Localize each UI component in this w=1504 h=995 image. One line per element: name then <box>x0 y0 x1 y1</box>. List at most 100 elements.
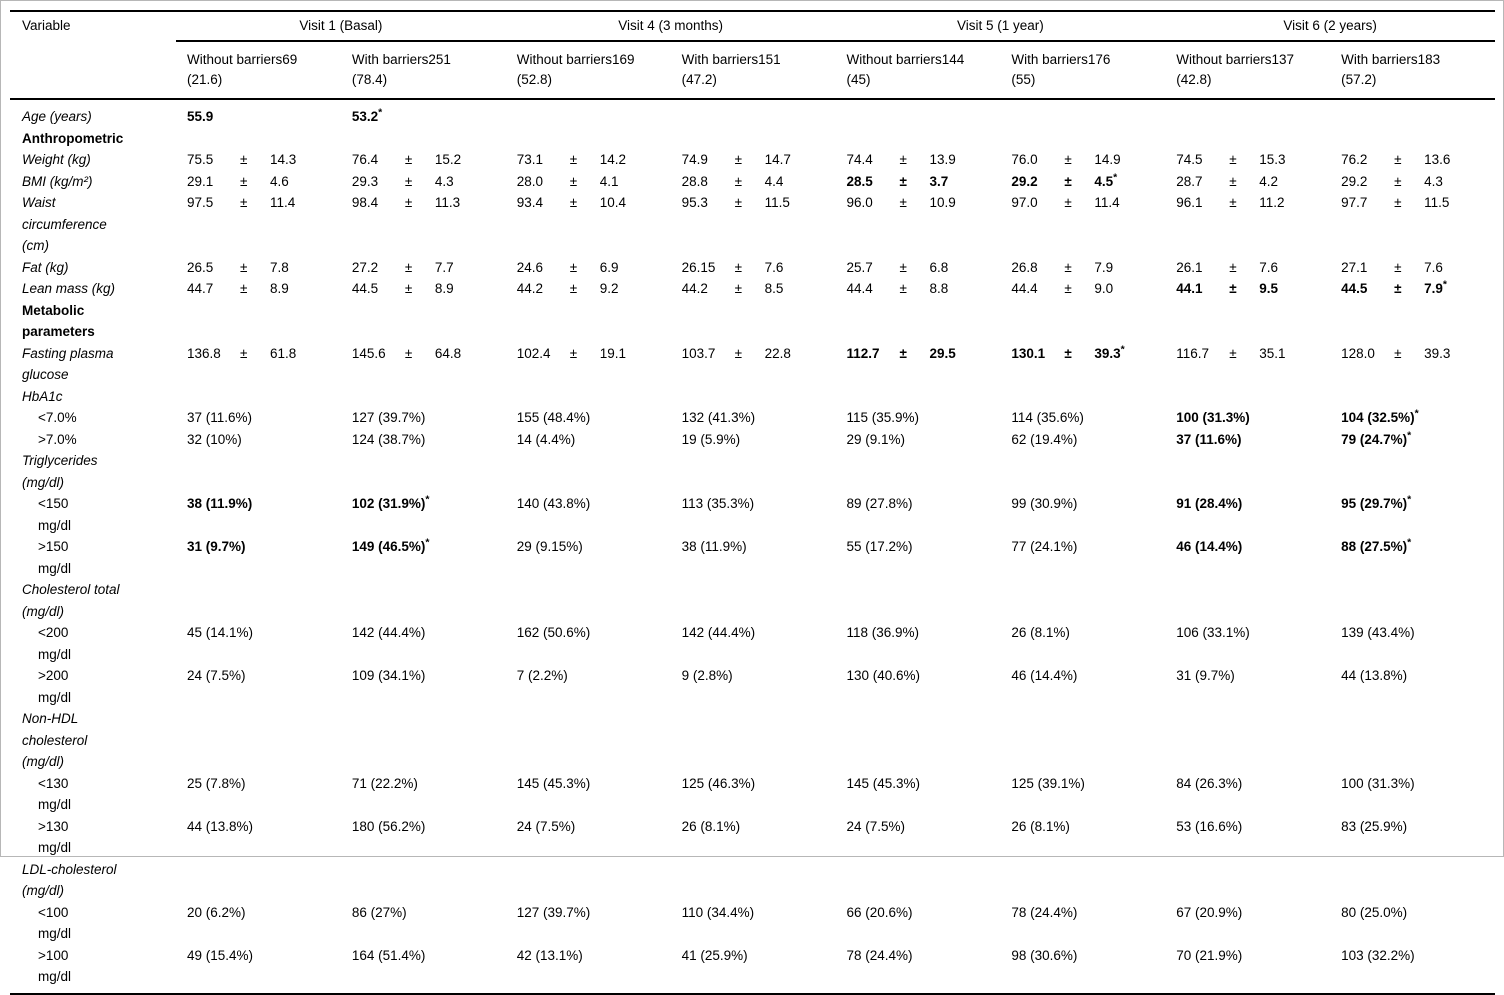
cell-value: 149 (46.5%) <box>351 539 426 554</box>
mean-value: 27.1 <box>1341 259 1368 275</box>
data-cell <box>1000 106 1165 128</box>
column-header: Without barriers69 (21.6) <box>176 42 341 98</box>
data-cell: 67 (20.9%) <box>1165 902 1330 945</box>
data-cell: 44 (13.8%) <box>1330 665 1495 708</box>
plus-minus-sign: ± <box>899 173 907 189</box>
significance-star: * <box>1407 493 1412 506</box>
data-cell: 96.1 ±11.2 <box>1165 192 1330 257</box>
data-cell <box>1330 579 1495 622</box>
mean-value: 44.2 <box>681 281 708 296</box>
data-cell: 55.9 <box>176 106 341 128</box>
mean-value: 44.5 <box>1341 281 1368 296</box>
plus-minus-sign: ± <box>734 259 743 275</box>
cell-value: 24 (7.5%) <box>516 818 576 834</box>
sd-value: 4.6 <box>270 173 289 189</box>
sd-value: 7.6 <box>1424 259 1443 275</box>
data-cell <box>176 708 341 773</box>
plus-minus-sign: ± <box>734 345 743 361</box>
cell-value: 89 (27.8%) <box>846 496 913 511</box>
data-cell: 130.1 ±39.3* <box>1000 343 1165 386</box>
data-cell: 71 (22.2%) <box>341 773 506 816</box>
cell-value: 98 (30.6%) <box>1011 947 1078 963</box>
cell-value: 113 (35.3%) <box>681 496 755 511</box>
row-label: Anthropometric <box>22 130 124 146</box>
row-label: >200 mg/dl <box>10 665 176 708</box>
sd-value: 64.8 <box>434 345 462 361</box>
data-cell <box>836 859 1001 902</box>
data-cell: 46 (14.4%) <box>1165 536 1330 579</box>
cell-value: 100 (31.3%) <box>1341 775 1415 791</box>
column-header-pct: (45) <box>846 72 871 87</box>
sub-row-unit: mg/dl <box>38 560 72 576</box>
cell-value: 49 (15.4%) <box>187 947 254 963</box>
cell-value: 67 (20.9%) <box>1176 904 1243 920</box>
sd-value: 11.5 <box>1424 195 1450 210</box>
cell-value: 164 (51.4%) <box>351 947 426 963</box>
data-cell: 136.8 ±61.8 <box>176 343 341 386</box>
row-label: Age (years) <box>22 109 92 124</box>
cell-value: 29 (9.15%) <box>516 539 583 554</box>
sub-row-label: >200 <box>38 668 69 683</box>
mean-value: 96.1 <box>1176 195 1203 210</box>
data-cell: 164 (51.4%) <box>341 945 506 988</box>
mean-value: 96.0 <box>846 195 873 210</box>
cell-value: 86 (27%) <box>351 904 407 920</box>
visit-group-header: Visit 1 (Basal) <box>176 12 506 42</box>
plus-minus-sign: ± <box>734 281 743 296</box>
mean-value: 97.0 <box>1011 195 1038 210</box>
data-cell <box>341 128 506 150</box>
data-cell <box>506 708 671 773</box>
mean-value: 112.7 <box>846 345 880 361</box>
sub-row-unit: mg/dl <box>38 969 72 984</box>
data-cell: 26.1 ±7.6 <box>1165 257 1330 279</box>
data-cell <box>1165 859 1330 902</box>
table-body: Age (years) 55.9 53.2* Anthropometric Weight… <box>10 100 1495 995</box>
data-cell <box>341 300 506 343</box>
cell-value: 78 (24.4%) <box>1011 904 1078 920</box>
cell-value: 110 (34.4%) <box>681 904 755 920</box>
table-header: Variable Visit 1 (Basal) Visit 4 (3 months… <box>10 12 1495 100</box>
data-cell: 44.4 ±9.0 <box>1000 278 1165 300</box>
data-cell: 115 (35.9%) <box>836 407 1001 429</box>
significance-star: * <box>1414 407 1419 420</box>
data-cell: 29.1 ±4.6 <box>176 171 341 193</box>
cell-value: 66 (20.6%) <box>846 904 913 920</box>
table-row: Non-HDL cholesterol (mg/dl) <box>10 708 1495 773</box>
sd-value: 6.8 <box>929 259 949 275</box>
data-cell: 29 (9.1%) <box>836 429 1001 451</box>
data-cell <box>836 579 1001 622</box>
data-cell: 26.8 ±7.9 <box>1000 257 1165 279</box>
plus-minus-sign: ± <box>899 345 907 361</box>
significance-star: * <box>425 536 430 549</box>
data-cell: 7 (2.2%) <box>506 665 671 708</box>
data-cell <box>1330 106 1495 128</box>
plus-minus-sign: ± <box>569 152 578 167</box>
data-cell: 77 (24.1%) <box>1000 536 1165 579</box>
table-row: >130 mg/dl 44 (13.8%) 180 (56.2%) 24 (7.5%) 2… <box>10 816 1495 859</box>
cell-value: 38 (11.9%) <box>187 496 253 511</box>
data-cell: 29.3 ±4.3 <box>341 171 506 193</box>
data-cell: 19 (5.9%) <box>671 429 836 451</box>
data-cell: 88 (27.5%)* <box>1330 536 1495 579</box>
data-cell: 26 (8.1%) <box>671 816 836 859</box>
mean-value: 76.0 <box>1011 152 1038 167</box>
cell-value: 62 (19.4%) <box>1011 431 1078 447</box>
cell-value: 103 (32.2%) <box>1341 947 1415 963</box>
sd-value: 10.4 <box>599 195 627 210</box>
data-cell: 44.5 ±8.9 <box>341 278 506 300</box>
significance-star: * <box>1120 343 1125 355</box>
column-header: With barriers176 (55) <box>1000 42 1165 98</box>
sd-value: 19.1 <box>599 345 627 361</box>
row-label: >130 mg/dl <box>10 816 176 859</box>
cell-value: 31 (9.7%) <box>187 539 246 554</box>
sd-value: 15.3 <box>1259 152 1286 167</box>
table-row: Metabolic parameters <box>10 300 1495 343</box>
data-cell: 102 (31.9%)* <box>341 493 506 536</box>
mean-value: 44.4 <box>846 281 873 296</box>
sd-value: 22.8 <box>764 345 791 361</box>
sd-value: 11.4 <box>1094 195 1120 210</box>
data-cell: 49 (15.4%) <box>176 945 341 988</box>
data-cell <box>341 708 506 773</box>
data-cell: 73.1 ±14.2 <box>506 149 671 171</box>
data-cell: 24 (7.5%) <box>836 816 1001 859</box>
